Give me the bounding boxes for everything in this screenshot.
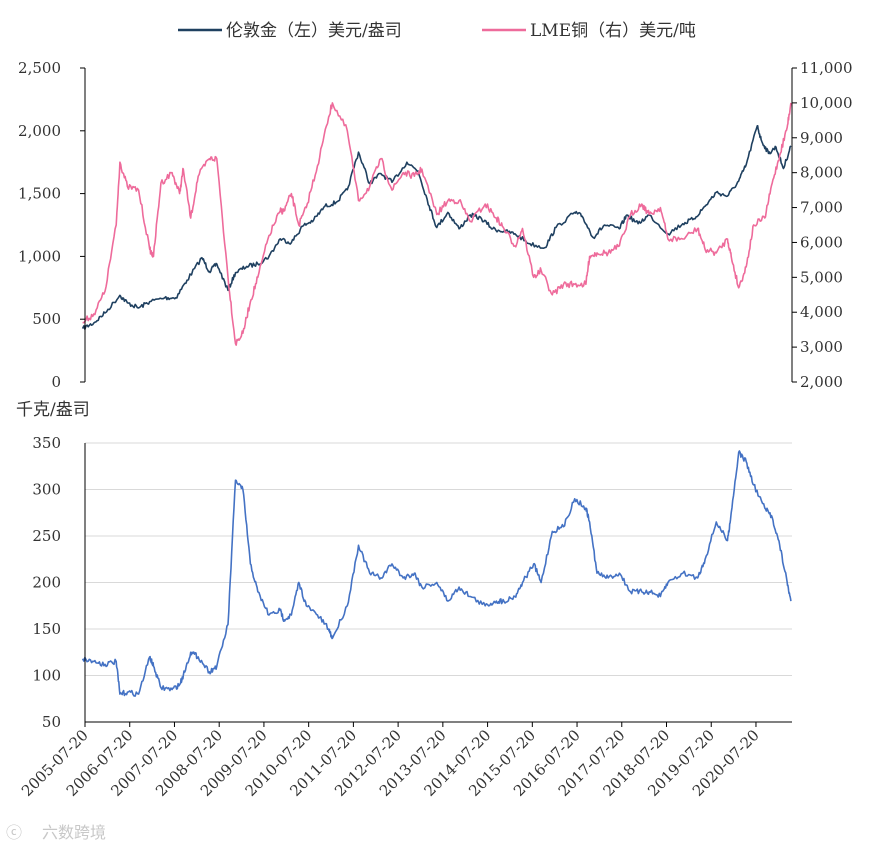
bottom-left-tick-label: 250: [32, 527, 61, 545]
copper-price-line: [82, 102, 792, 346]
top-left-tick-label: 0: [51, 373, 61, 391]
bottom-gridlines: [85, 442, 792, 676]
top-right-tick-label: 4,000: [800, 303, 843, 321]
bottom-left-tick-label: 100: [32, 667, 61, 685]
watermark: ⓒ 六数跨境: [6, 823, 106, 842]
top-right-tick-label: 7,000: [800, 199, 843, 217]
watermark-text: 六数跨境: [42, 823, 106, 842]
top-right-axis-ticks: 2,000 3,000 4,000 5,000 6,000 7,000 8,000 9,000…: [792, 59, 853, 391]
top-series-lines: [81, 102, 792, 346]
top-right-tick-label: 2,000: [800, 373, 843, 391]
top-right-tick-label: 11,000: [800, 59, 853, 77]
top-left-tick-label: 1,000: [18, 247, 61, 265]
top-right-tick-label: 5,000: [800, 268, 843, 286]
watermark-logo-icon: ⓒ: [6, 823, 22, 842]
top-right-tick-label: 10,000: [800, 94, 853, 112]
bottom-x-axis-ticks: 2005-07-202006-07-202007-07-202008-07-20…: [18, 722, 763, 800]
bottom-unit-label: 千克/盎司: [16, 400, 90, 420]
legend: 伦敦金（左）美元/盎司 LME铜（右）美元/吨: [178, 21, 696, 41]
bottom-left-tick-label: 150: [32, 620, 61, 638]
gold-copper-ratio-line: [81, 450, 792, 697]
bottom-chart: 千克/盎司 50 100 150 200 250 300 350 2005-07-20200…: [16, 400, 792, 800]
top-right-tick-label: 3,000: [800, 338, 843, 356]
top-right-tick-label: 6,000: [800, 233, 843, 251]
bottom-left-tick-label: 300: [32, 481, 61, 499]
top-left-tick-label: 2,500: [18, 59, 61, 77]
bottom-left-tick-label: 50: [42, 713, 61, 731]
top-left-axis-ticks: 0 500 1,000 1,500 2,000 2,500: [18, 59, 85, 391]
top-right-tick-label: 8,000: [800, 164, 843, 182]
bottom-left-tick-label: 350: [32, 434, 61, 452]
top-right-tick-label: 9,000: [800, 129, 843, 147]
top-left-tick-label: 2,000: [18, 122, 61, 140]
bottom-left-tick-label: 200: [32, 574, 61, 592]
legend-copper-label: LME铜（右）美元/吨: [530, 21, 696, 41]
bottom-series-lines: [81, 450, 792, 697]
top-chart: 0 500 1,000 1,500 2,000 2,500 2,000 3,000 4,000…: [18, 59, 852, 391]
bottom-left-axis-ticks: 50 100 150 200 250 300 350: [32, 434, 61, 731]
legend-gold-label: 伦敦金（左）美元/盎司: [226, 21, 402, 41]
top-left-tick-label: 1,500: [18, 185, 61, 203]
gold-price-line: [81, 125, 792, 331]
top-left-tick-label: 500: [32, 310, 61, 328]
